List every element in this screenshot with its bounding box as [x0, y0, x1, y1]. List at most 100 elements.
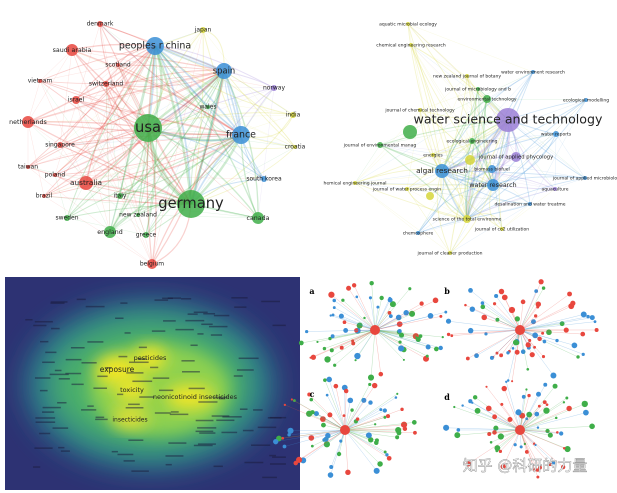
sub-node [387, 311, 392, 315]
network-edge [105, 83, 121, 197]
sub-node [498, 449, 503, 453]
sub-node [365, 432, 372, 439]
network-edge [471, 133, 557, 142]
sub-node [388, 296, 392, 300]
network-edge [147, 127, 157, 265]
sub-node [320, 416, 326, 422]
network-edge [147, 127, 265, 180]
network-node [134, 114, 162, 142]
network-edge [190, 87, 275, 205]
sub-edge [519, 429, 535, 470]
density-term [128, 403, 140, 406]
sub-node [339, 345, 344, 350]
density-term [115, 317, 124, 320]
density-term [154, 412, 171, 414]
network-node [409, 43, 413, 47]
density-term [253, 409, 263, 411]
sub-edge [519, 303, 573, 331]
network-edge [27, 45, 156, 168]
network-edge [54, 45, 156, 176]
sub-node [367, 374, 375, 381]
density-term [81, 362, 97, 364]
node-label: wales [199, 104, 216, 111]
sub-node [373, 467, 380, 474]
sub-node [439, 314, 443, 318]
network-edge [119, 134, 242, 197]
network-edge [419, 88, 479, 111]
sub-edge [374, 313, 413, 331]
sub-edge [519, 429, 568, 450]
sub-node [419, 301, 424, 306]
network-edge [466, 203, 531, 220]
sub-edge [519, 429, 558, 433]
sub-node [400, 407, 404, 412]
network-edge [43, 134, 242, 197]
density-term [181, 360, 195, 362]
network-edge [441, 99, 587, 172]
network-edge [59, 70, 225, 146]
network-edge [466, 213, 503, 230]
sub-node [559, 431, 564, 436]
network-edge [99, 23, 265, 180]
sub-node [555, 338, 559, 343]
network-edge [71, 49, 275, 89]
network-node [206, 105, 210, 109]
sub-node [560, 464, 566, 470]
sub-node [411, 420, 417, 425]
density-term [165, 463, 172, 466]
network-edge [99, 23, 265, 180]
density-background [5, 277, 300, 490]
network-edge [39, 49, 73, 82]
sub-node [562, 401, 566, 404]
sub-node [396, 392, 399, 395]
network-node [143, 232, 149, 238]
network-node [465, 74, 469, 78]
sub-edge [344, 397, 397, 431]
network-edge [54, 134, 242, 176]
network-edge [240, 134, 259, 219]
network-edge [71, 49, 147, 236]
density-term [195, 419, 214, 422]
sub-node [472, 395, 478, 400]
density-term [152, 377, 170, 379]
sub-node [327, 412, 333, 418]
sub-edge [519, 429, 551, 465]
node-label: scotland [105, 62, 131, 69]
density-term [163, 320, 176, 322]
sub-node [492, 430, 497, 435]
sub-node [331, 313, 335, 317]
network-node [416, 231, 420, 235]
node-label: denmark [87, 21, 114, 28]
network-edge [154, 45, 296, 148]
network-edge [419, 109, 494, 186]
sub-edge [331, 294, 376, 331]
sub-node [330, 334, 335, 339]
network-edge [27, 134, 242, 168]
sub-node [541, 286, 546, 290]
sub-edge [519, 329, 554, 376]
density-term [50, 302, 65, 304]
network-edge [486, 98, 587, 101]
network-node [476, 87, 480, 91]
density-term [95, 416, 105, 419]
density-term [212, 396, 228, 399]
network-edge [354, 71, 534, 184]
network-node [261, 176, 267, 182]
network-edge [190, 146, 296, 205]
network-edge [54, 174, 265, 180]
density-term [85, 305, 105, 308]
sub-edge [344, 409, 381, 431]
node-label: spain [213, 66, 235, 76]
sub-node [283, 403, 287, 407]
sub-edge [344, 429, 386, 453]
network-edge [137, 214, 259, 219]
network-edge [43, 127, 149, 197]
network-edge [529, 99, 587, 205]
network-node [431, 153, 435, 157]
density-term [213, 465, 223, 468]
sub-node [515, 409, 522, 416]
network-node [483, 95, 491, 103]
sub-node [524, 450, 529, 454]
sub-edge [275, 429, 346, 442]
